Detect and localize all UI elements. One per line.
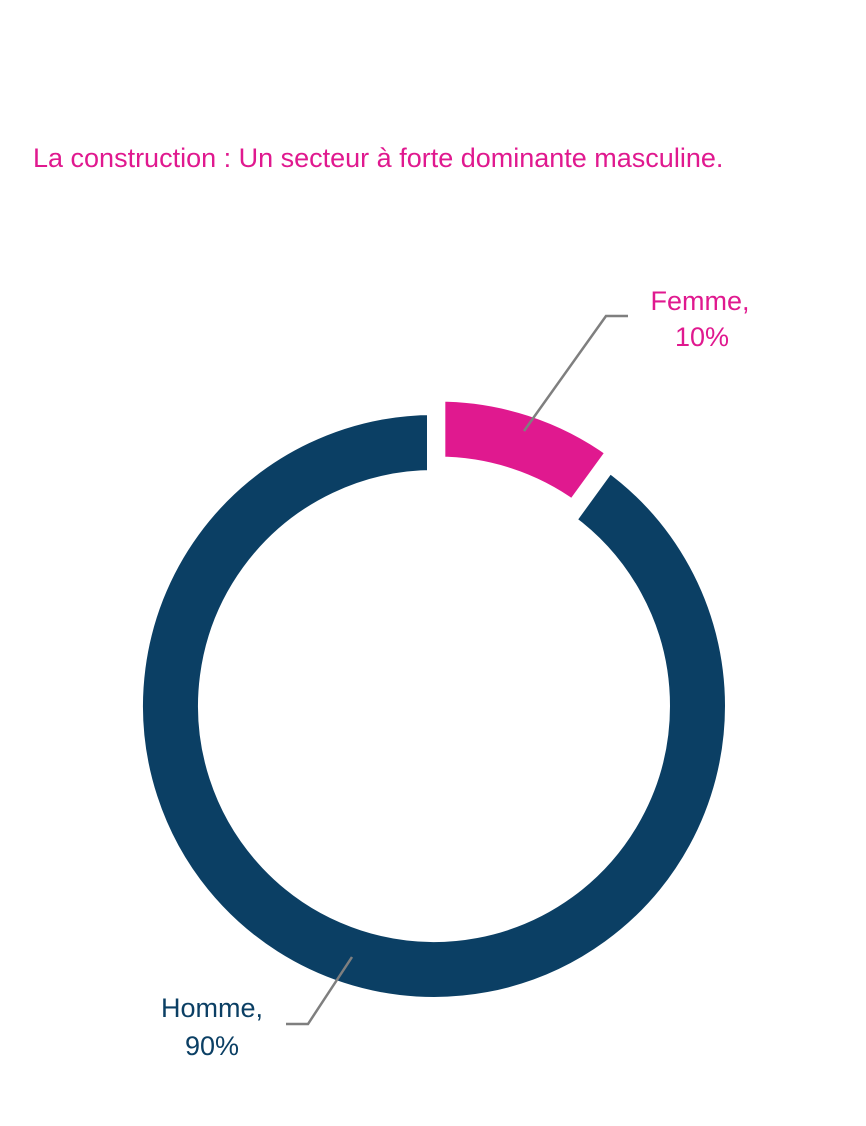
slice-femme [431,387,624,518]
homme-label-value: 90% [185,1031,239,1061]
homme-leader-line [286,956,354,1026]
femme-label-value: 10% [675,322,729,352]
donut-slices [129,387,739,1011]
femme-label-name: Femme, [650,286,749,316]
homme-label-name: Homme, [161,993,263,1023]
slice-homme [129,400,739,1011]
chart-title: La construction : Un secteur à forte dom… [33,143,724,173]
femme-leader-line [522,314,628,432]
